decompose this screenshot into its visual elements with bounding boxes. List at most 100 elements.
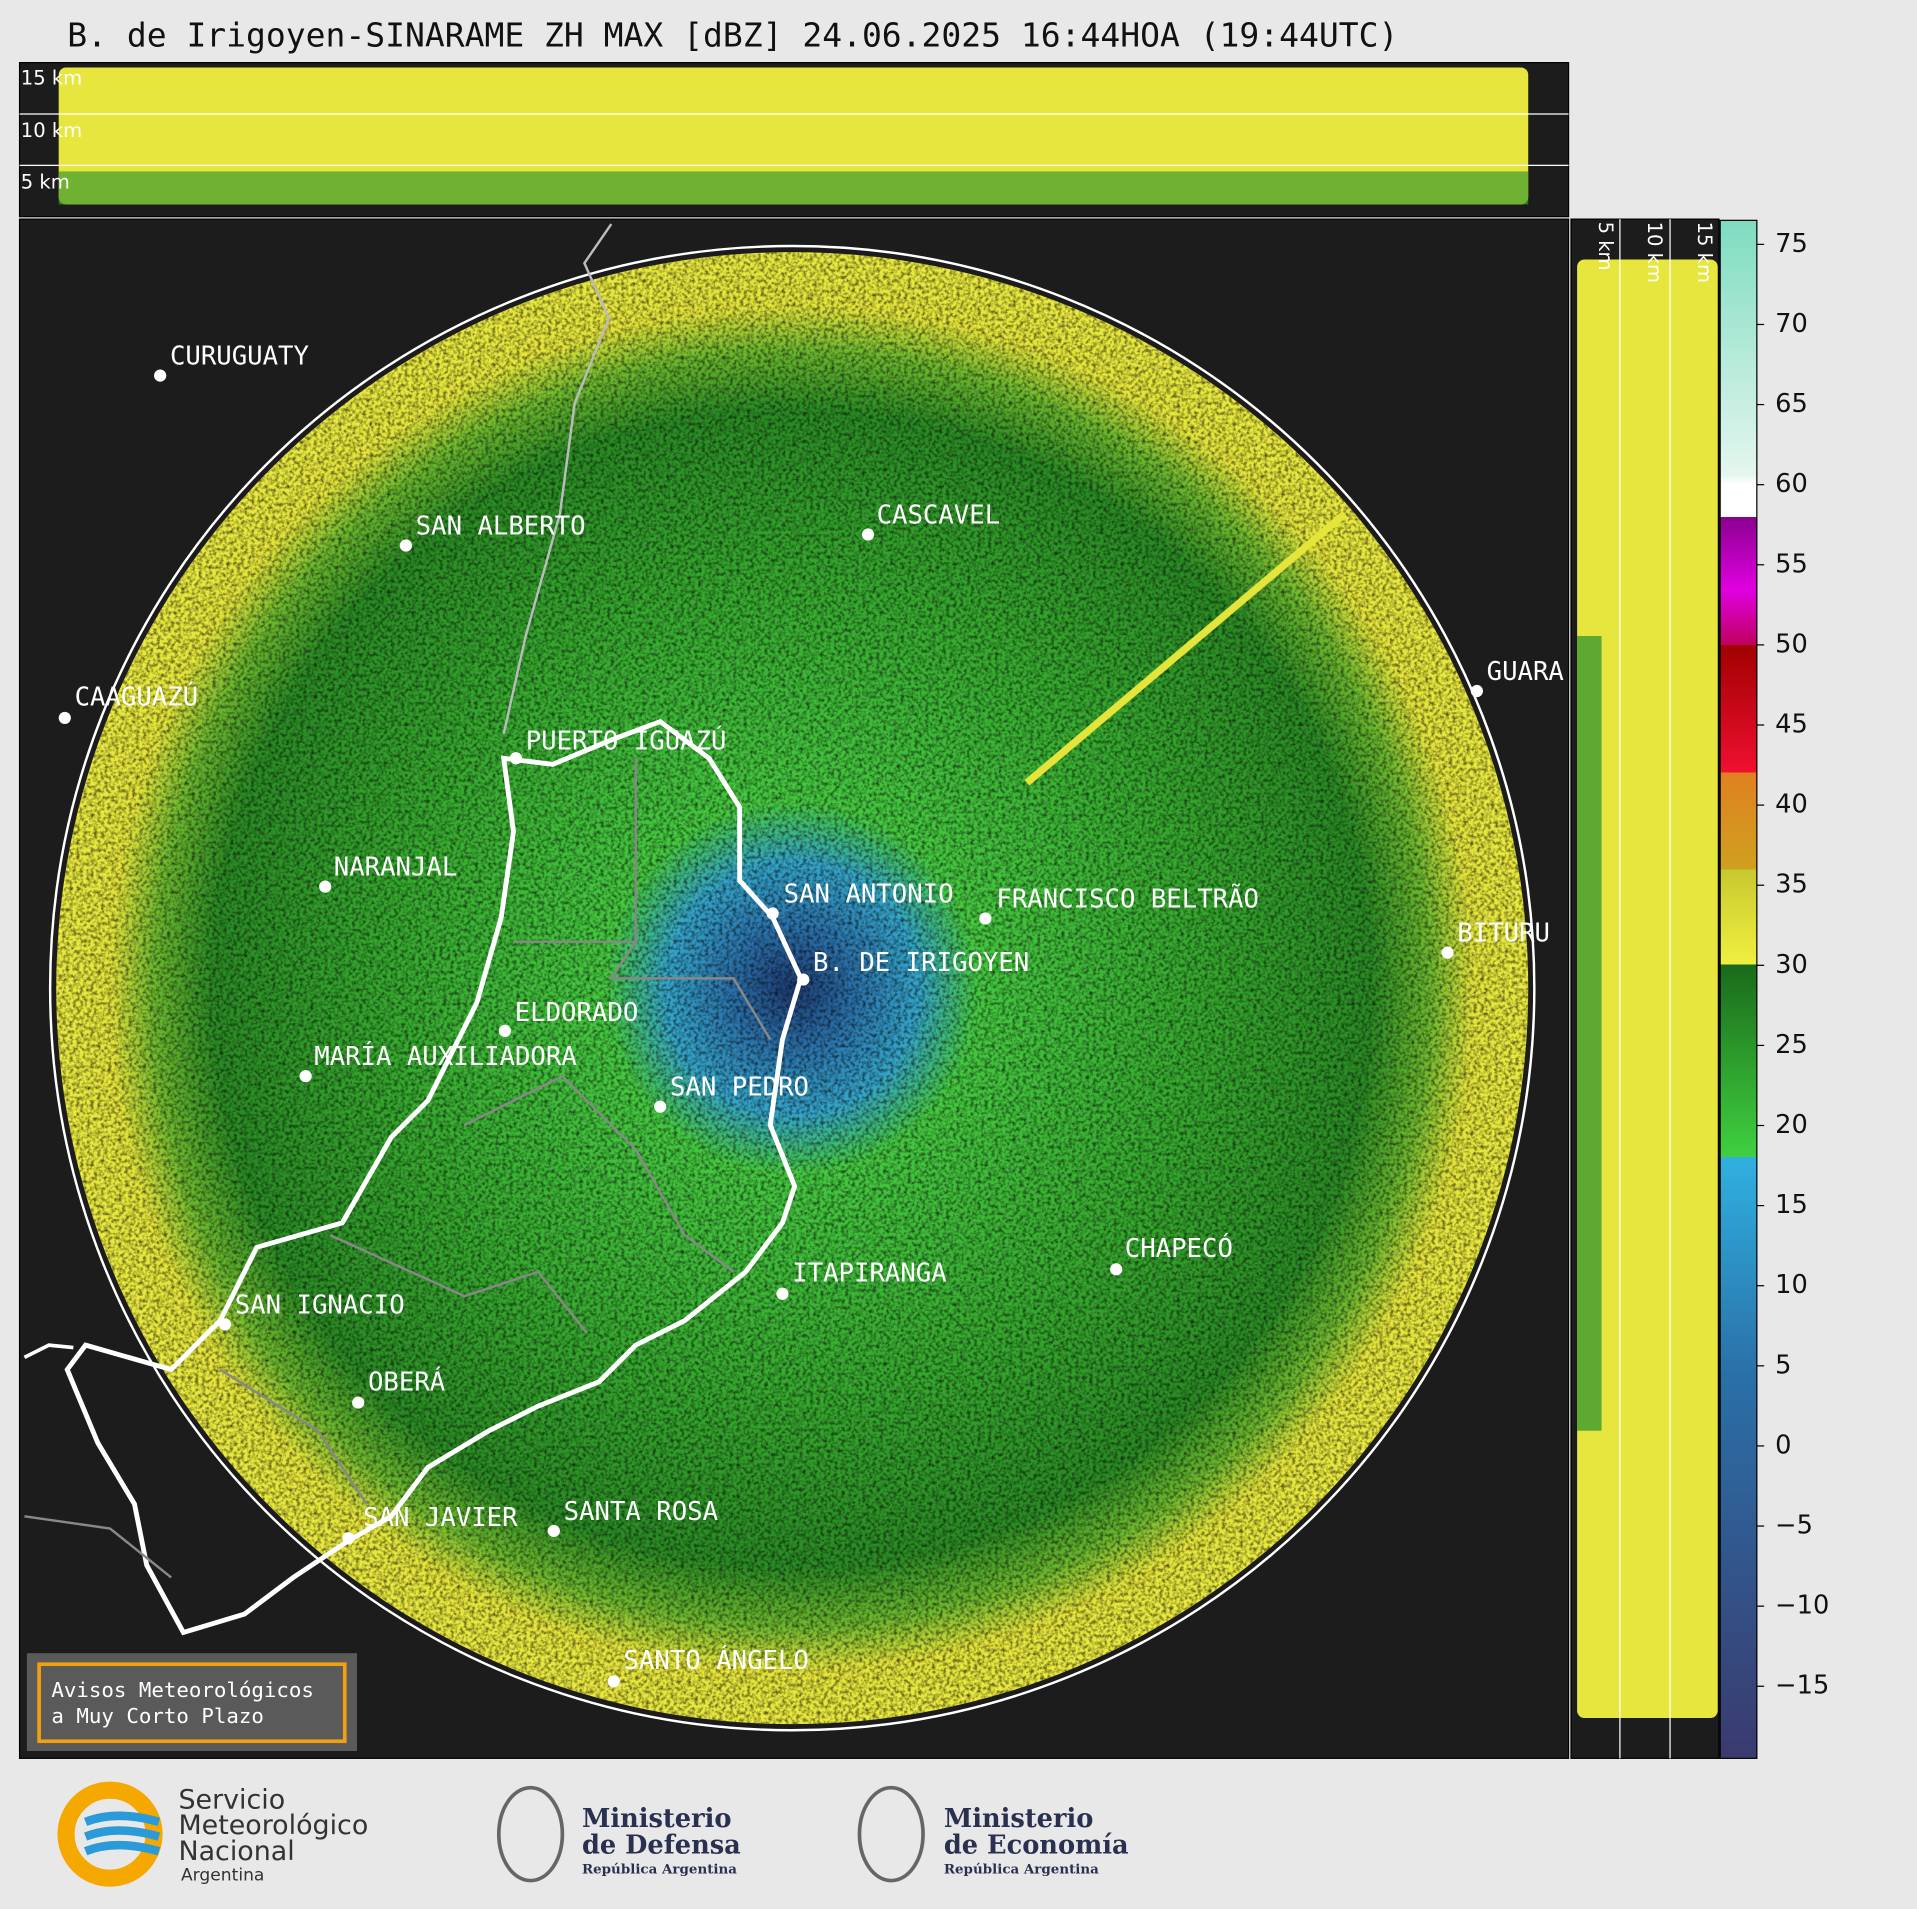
city-label: GUARA [1487, 657, 1564, 687]
height-label: 15 km [21, 67, 82, 90]
city-label: SANTA ROSA [564, 1497, 718, 1527]
colorbar-tick-label: 55 [1775, 549, 1808, 579]
logo-smn: Servicio Meteorológico Nacional Argentin… [57, 1781, 368, 1887]
notice-border [37, 1662, 347, 1744]
city-label: CAAGUAZÚ [75, 681, 199, 713]
side-echo-low [1577, 636, 1602, 1431]
city-label: MARÍA AUXILIADORA [314, 1040, 577, 1072]
city-label: ELDORADO [515, 998, 639, 1028]
top-echo [58, 67, 1529, 205]
city-label: BITURU [1457, 919, 1550, 949]
radar-texture [56, 252, 1529, 1725]
logo-text: Servicio [178, 1784, 285, 1815]
city-label: SANTO ÁNGELO [624, 1644, 809, 1676]
city-dot [218, 1318, 232, 1331]
city-dots [58, 369, 1483, 1688]
colorbar-tick-label: 70 [1775, 309, 1808, 339]
colorbar [1719, 219, 1758, 1759]
city-dot [399, 539, 413, 552]
side-echo [1577, 259, 1718, 1718]
city-label: SAN ANTONIO [784, 880, 954, 910]
notice-box [26, 1653, 357, 1752]
colorbar-tick-label: 30 [1775, 950, 1808, 980]
colorbar-tick-label: 45 [1775, 709, 1808, 739]
city-label: ITAPIRANGA [792, 1259, 946, 1289]
border [23, 1343, 74, 1359]
district-border [24, 758, 772, 1579]
logo-text: Meteorológico [178, 1810, 368, 1841]
city-label: SAN JAVIER [363, 1503, 518, 1533]
city-dot [1470, 684, 1483, 698]
logo-text: Ministerio [944, 1804, 1094, 1834]
colorbar-tick-label: −5 [1775, 1511, 1813, 1541]
colorbar-tick-label: 20 [1775, 1110, 1808, 1140]
city-label: B. DE IRIGOYEN [813, 948, 1029, 978]
city-dot [547, 1524, 560, 1538]
city-dot [319, 880, 332, 893]
logo-text: Argentina [181, 1866, 264, 1886]
logo-mark [857, 1785, 925, 1883]
city-label: CURUGUATY [170, 342, 309, 372]
city-label: FRANCISCO BELTRÃO [996, 882, 1259, 914]
city-dot [342, 1532, 355, 1545]
city-label: SAN ALBERTO [416, 512, 586, 542]
colorbar-tick-label: 75 [1775, 229, 1808, 259]
city-dot [154, 369, 167, 382]
height-label: 10 km [1643, 222, 1666, 283]
logo-text: Nacional [178, 1836, 294, 1867]
colorbar-tick-label: 60 [1775, 469, 1808, 499]
colorbar-tick-label: 50 [1775, 629, 1808, 659]
top-echo-low [58, 171, 1529, 205]
logo-text: República Argentina [944, 1861, 1099, 1877]
height-label: 5 km [1594, 222, 1617, 271]
colorbar-tick-label: 40 [1775, 790, 1808, 820]
city-dot [509, 752, 523, 765]
colorbar-tick-label: −10 [1775, 1591, 1829, 1621]
height-label: 5 km [21, 171, 70, 194]
city-dot [861, 528, 875, 541]
province-border [64, 718, 804, 1636]
colorbar-tick-label: −15 [1775, 1671, 1829, 1701]
city-dot [766, 907, 779, 920]
city-label: SAN PEDRO [670, 1073, 809, 1103]
city-dot [797, 973, 810, 986]
city-dot [58, 711, 71, 725]
city-label: PUERTO IGUAZÚ [526, 725, 727, 757]
map: CURUGUATY SAN ALBERTO CASCAVEL CAAGUAZÚ … [23, 223, 1564, 1732]
title: B. de Irigoyen-SINARAME ZH MAX [dBZ] 24.… [67, 16, 1398, 55]
logo-defensa: Ministerio de Defensa República Argentin… [496, 1785, 741, 1883]
radar-spike [1024, 510, 1348, 786]
city-dot [352, 1396, 365, 1409]
range-ring [48, 244, 1536, 1732]
city-label: SAN IGNACIO [235, 1290, 405, 1320]
city-label: OBERÁ [368, 1365, 445, 1397]
colorbar-tick-label: 25 [1775, 1030, 1808, 1060]
logo-text: de Defensa [582, 1831, 741, 1861]
logo-text: República Argentina [582, 1861, 737, 1877]
city-label: NARANJAL [334, 853, 458, 883]
logo-text: Ministerio [582, 1804, 732, 1834]
notice-text: a Muy Corto Plazo [51, 1704, 264, 1728]
city-dot [776, 1287, 789, 1300]
border [502, 223, 613, 735]
city-dot [299, 1070, 312, 1083]
logo-economia: Ministerio de Economía República Argenti… [857, 1785, 1129, 1883]
height-label: 10 km [21, 119, 82, 142]
city-label: CHAPECÓ [1125, 1232, 1233, 1264]
logo-text: de Economía [944, 1831, 1129, 1861]
city-dot [979, 912, 992, 925]
height-label: 15 km [1693, 222, 1716, 283]
colorbar-tick-label: 35 [1775, 870, 1808, 900]
colorbar-tick-label: 0 [1775, 1430, 1791, 1460]
notice-text: Avisos Meteorológicos [51, 1678, 314, 1702]
colorbar-tick-label: 5 [1775, 1350, 1791, 1380]
colorbar-tick-label: 10 [1775, 1270, 1808, 1300]
logo-mark [83, 1811, 161, 1856]
city-dot [1110, 1263, 1123, 1276]
city-dot [1441, 946, 1454, 959]
city-dot [498, 1024, 512, 1038]
logo-mark [496, 1785, 565, 1883]
colorbar-tick-label: 15 [1775, 1190, 1808, 1220]
